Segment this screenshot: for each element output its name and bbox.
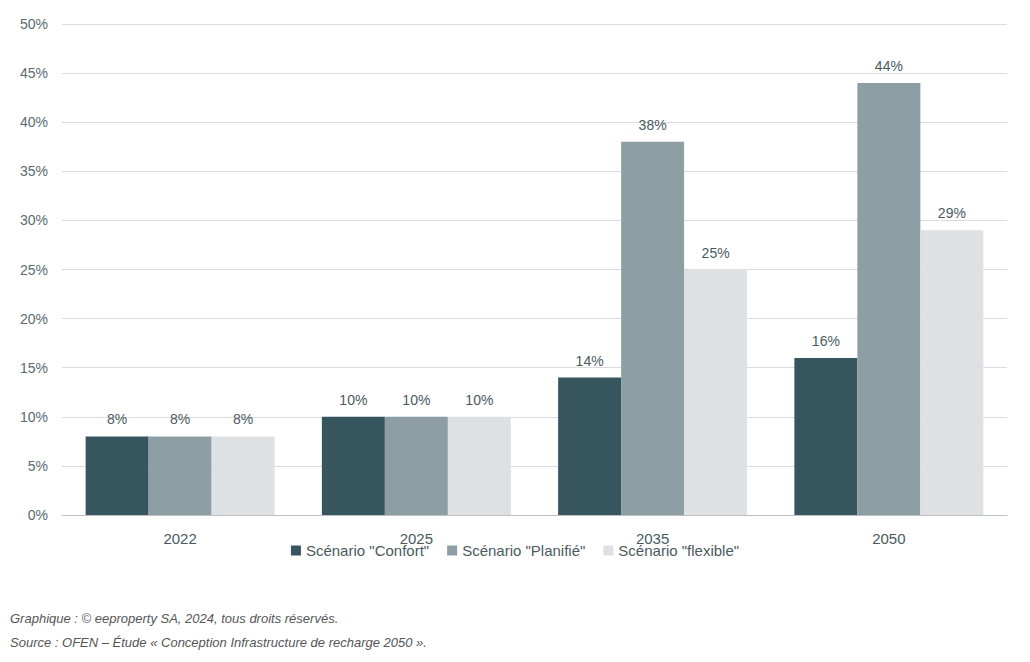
svg-text:2025: 2025 — [399, 530, 434, 547]
svg-text:Source : OFEN – Étude « Concep: Source : OFEN – Étude « Conception Infra… — [10, 635, 427, 650]
svg-text:14%: 14% — [576, 353, 604, 369]
svg-text:Graphique : © eeproperty SA, 2: Graphique : © eeproperty SA, 2024, tous … — [10, 611, 338, 626]
svg-text:38%: 38% — [639, 117, 667, 133]
svg-text:30%: 30% — [20, 212, 48, 228]
svg-text:35%: 35% — [20, 163, 48, 179]
svg-text:8%: 8% — [233, 411, 253, 427]
svg-text:2022: 2022 — [163, 530, 196, 547]
svg-text:8%: 8% — [107, 411, 127, 427]
svg-text:50%: 50% — [20, 16, 48, 32]
svg-text:10%: 10% — [339, 392, 367, 408]
svg-text:5%: 5% — [28, 458, 48, 474]
svg-text:29%: 29% — [938, 205, 966, 221]
svg-text:25%: 25% — [20, 262, 48, 278]
svg-text:44%: 44% — [875, 58, 903, 74]
svg-text:25%: 25% — [702, 245, 730, 261]
svg-text:2035: 2035 — [635, 530, 670, 547]
svg-text:40%: 40% — [20, 114, 48, 130]
svg-text:10%: 10% — [402, 392, 430, 408]
svg-text:Scénario "Planifié": Scénario "Planifié" — [462, 542, 585, 559]
svg-text:15%: 15% — [20, 360, 48, 376]
svg-text:45%: 45% — [20, 65, 48, 81]
svg-text:Scénario "flexible": Scénario "flexible" — [618, 542, 739, 559]
svg-text:20%: 20% — [20, 311, 48, 327]
svg-text:0%: 0% — [28, 507, 48, 523]
svg-text:Scénario "Confort": Scénario "Confort" — [306, 542, 429, 559]
svg-text:8%: 8% — [170, 411, 190, 427]
svg-text:16%: 16% — [812, 333, 840, 349]
svg-text:10%: 10% — [20, 409, 48, 425]
svg-text:10%: 10% — [465, 392, 493, 408]
svg-text:2050: 2050 — [872, 530, 905, 547]
